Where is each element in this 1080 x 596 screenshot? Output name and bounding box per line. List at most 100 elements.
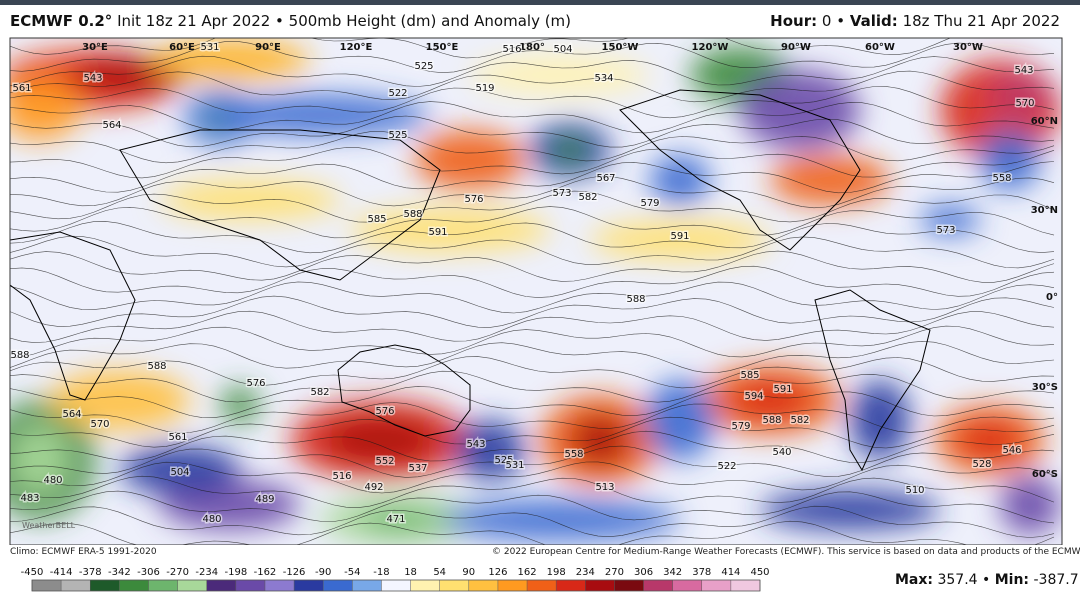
min: -387.7	[1033, 572, 1079, 588]
contour-label: 582	[578, 192, 597, 203]
height-contour	[10, 310, 1055, 343]
anomaly-shading	[220, 387, 260, 423]
colorbar-swatch	[381, 580, 411, 591]
colorbar-tick-label: -90	[315, 567, 331, 578]
contour-label-halo: 504	[553, 44, 572, 55]
longitude-label: 30°E	[82, 42, 108, 53]
contour-label: 528	[972, 459, 991, 470]
hour: 0	[821, 12, 832, 30]
contour-label-halo: 483	[20, 493, 39, 504]
contour-label-halo: 531	[200, 42, 219, 53]
colorbar-swatch	[177, 580, 207, 591]
contour-label-halo: 576	[464, 194, 483, 205]
longitude-label: 90°W	[781, 42, 811, 53]
contour-label-halo: 576	[246, 378, 265, 389]
height-contour	[10, 445, 1055, 478]
height-contour	[10, 281, 1055, 314]
contour-label-halo: 567	[596, 173, 615, 184]
contour-label: 519	[475, 83, 494, 94]
colorbar-swatch	[730, 580, 760, 591]
colorbar-swatch	[264, 580, 295, 591]
title: Init 18z 21 Apr 2022 • 500mb Height (dm)…	[117, 12, 572, 30]
contour-label: 588	[10, 350, 29, 361]
contour-label-halo: 588	[403, 209, 422, 220]
contour-label: 561	[168, 432, 187, 443]
contour-label: 471	[386, 514, 405, 525]
colorbar-tick-label: 306	[634, 567, 653, 578]
anomaly-shading	[10, 425, 70, 495]
contour-label: 564	[62, 409, 81, 420]
hour-label: Hour:	[770, 12, 818, 30]
colorbar-tick-label: -270	[166, 567, 189, 578]
colorbar-tick-label: -342	[108, 567, 131, 578]
anomaly-shading	[960, 422, 1020, 458]
header-left: ECMWF 0.2° Init 18z 21 Apr 2022 • 500mb …	[10, 12, 571, 30]
colorbar-tick-label: -18	[373, 567, 389, 578]
contour-label-halo: 516	[332, 471, 351, 482]
contour-label-halo: 588	[10, 350, 29, 361]
height-contour	[10, 370, 1055, 403]
climo: Climo: ECMWF ERA-5 1991-2020	[10, 547, 157, 557]
anomaly-shading	[440, 500, 680, 540]
contour-label: 513	[595, 482, 614, 493]
watermark: WeatherBELL	[22, 521, 76, 530]
colorbar-tick-label: -126	[283, 567, 306, 578]
longitude-label: 120°E	[340, 42, 373, 53]
contour-label-halo: 543	[466, 439, 485, 450]
height-contour	[10, 41, 1055, 74]
contour-label: 588	[403, 209, 422, 220]
height-contour	[10, 131, 1055, 164]
anomaly-shading	[770, 155, 890, 205]
contour-label-halo: 516	[502, 44, 521, 55]
valid-label: Valid:	[849, 12, 898, 30]
contour-label: 492	[364, 482, 383, 493]
contour-label-halo: 582	[578, 192, 597, 203]
top-bar	[0, 0, 1080, 5]
contour-label: 576	[246, 378, 265, 389]
colorbar-tick-label: -234	[195, 567, 218, 578]
height-contour	[10, 461, 1055, 494]
contour-label-halo: 570	[90, 419, 109, 430]
anomaly-shading	[210, 95, 430, 135]
contour-label: 561	[12, 83, 31, 94]
contour-label-halo: 552	[375, 456, 394, 467]
latitude-label: 30°N	[1031, 205, 1058, 216]
contour-label: 531	[505, 460, 524, 471]
colorbar-swatch	[235, 580, 265, 591]
colorbar-swatch	[701, 580, 731, 591]
contour-label-halo: 564	[102, 120, 121, 131]
colorbar-tick-label: 450	[750, 567, 769, 578]
anomaly-shading	[920, 205, 980, 235]
colorbar-swatch	[439, 580, 469, 591]
height-contour	[10, 70, 1055, 103]
colorbar-swatch	[556, 580, 586, 591]
colorbar-swatch	[61, 580, 91, 591]
colorbar-tick-label: 414	[721, 567, 740, 578]
map: 30°E 60°E 90°E 120°E 150°E 180° 150°W 120°W 90°W…	[9, 37, 1063, 545]
colorbar-swatch	[206, 580, 236, 591]
contour-label: 543	[1014, 65, 1033, 76]
anomaly-shading	[360, 508, 440, 532]
contour-label: 552	[375, 456, 394, 467]
height-contour	[10, 475, 1055, 509]
contour-label: 558	[564, 449, 583, 460]
contour-label: 585	[740, 370, 759, 381]
colorbar-tick-label: 126	[488, 567, 507, 578]
max-label: Max:	[895, 572, 934, 588]
contour-label-halo: 522	[717, 461, 736, 472]
contour-label: 525	[494, 455, 513, 466]
height-contour	[10, 356, 1055, 389]
contour-label: 594	[744, 391, 763, 402]
contour-label: 570	[1015, 98, 1034, 109]
colorbar-tick-label: -198	[224, 567, 247, 578]
contour-label: 522	[388, 88, 407, 99]
contour-label: 588	[147, 361, 166, 372]
colorbar-swatch	[148, 580, 178, 591]
contour-label: 483	[20, 493, 39, 504]
contour-label: 582	[310, 387, 329, 398]
contour-label: 585	[367, 214, 386, 225]
contour-label-halo: 546	[1002, 445, 1021, 456]
contour-label: 591	[428, 227, 447, 238]
contour-label: 525	[414, 61, 433, 72]
contour-label-halo: 594	[744, 391, 763, 402]
